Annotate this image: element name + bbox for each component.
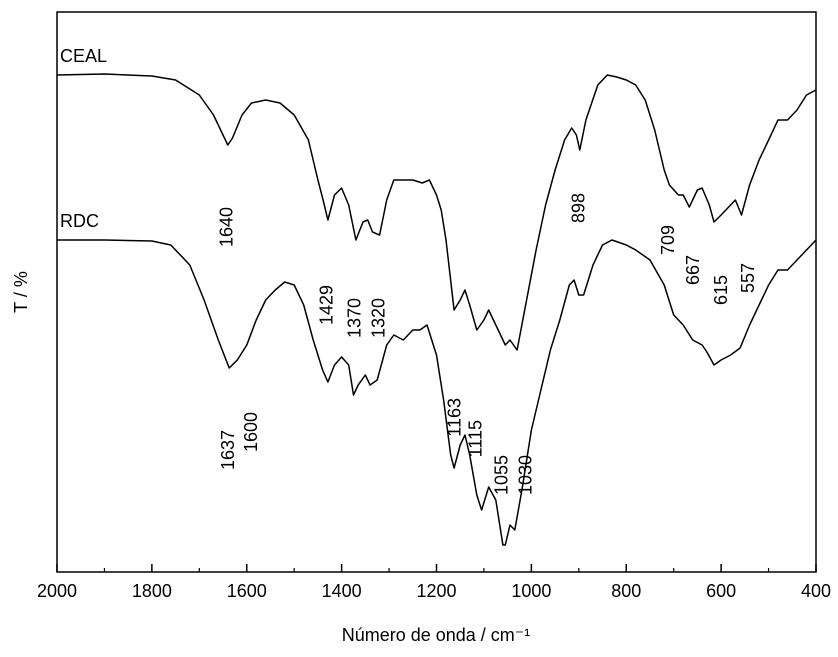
x-axis-label: Número de onda / cm⁻¹ bbox=[342, 625, 531, 645]
peak-label: 1055 bbox=[492, 455, 512, 495]
spectrum-line bbox=[57, 239, 817, 546]
peak-label: 615 bbox=[711, 275, 731, 305]
peak-label: 1030 bbox=[515, 455, 535, 495]
peak-label: 1163 bbox=[444, 398, 464, 437]
peak-label: 557 bbox=[738, 263, 758, 293]
x-tick-label: 1600 bbox=[227, 581, 267, 601]
series-label: RDC bbox=[60, 211, 99, 231]
peak-label: 667 bbox=[683, 255, 703, 285]
peak-label: 1429 bbox=[317, 285, 337, 325]
peak-label: 1640 bbox=[217, 207, 237, 247]
y-axis-label: T / % bbox=[11, 271, 31, 313]
x-tick-label: 1400 bbox=[322, 581, 362, 601]
x-tick-label: 800 bbox=[611, 581, 641, 601]
x-tick-label: 1800 bbox=[132, 581, 172, 601]
peak-label: 1637 bbox=[218, 430, 238, 470]
peak-label: 1600 bbox=[241, 412, 261, 452]
series-label: CEAL bbox=[60, 46, 107, 66]
plot-frame bbox=[56, 11, 817, 573]
spectrum-line bbox=[56, 73, 817, 351]
x-tick-label: 1000 bbox=[511, 581, 551, 601]
x-tick-label: 1200 bbox=[416, 581, 456, 601]
peak-label: 1320 bbox=[368, 298, 388, 338]
peak-label: 1115 bbox=[466, 420, 486, 457]
x-tick-label: 600 bbox=[706, 581, 736, 601]
peak-label: 709 bbox=[658, 225, 678, 255]
x-tick-label: 400 bbox=[801, 581, 831, 601]
peak-label: 1370 bbox=[345, 298, 365, 338]
x-tick-label: 2000 bbox=[37, 581, 77, 601]
peak-label: 898 bbox=[569, 193, 589, 223]
